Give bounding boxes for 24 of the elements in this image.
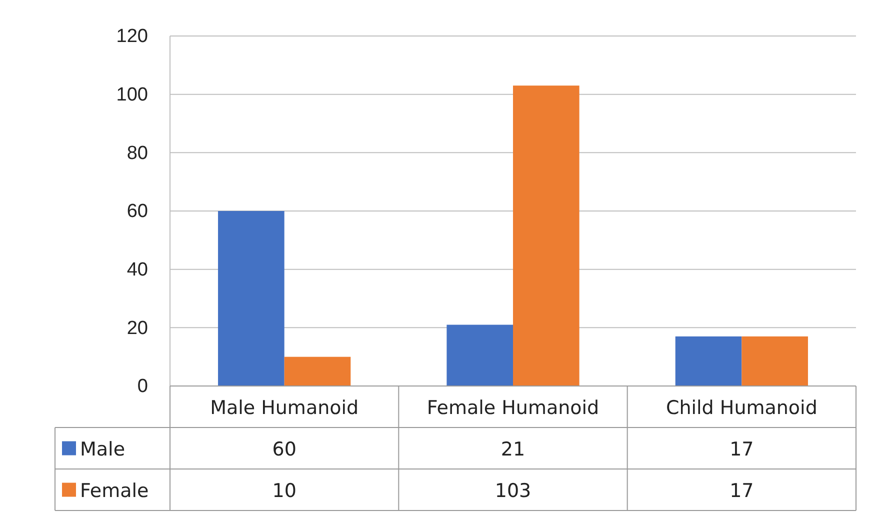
y-tick-label: 20 <box>126 318 148 339</box>
data-label: 10 <box>272 480 296 502</box>
data-label: 21 <box>500 438 526 460</box>
y-tick-label: 40 <box>126 259 148 280</box>
bar <box>513 86 580 386</box>
bar <box>742 336 808 386</box>
legend-label: Female <box>80 480 149 502</box>
y-tick-label: 0 <box>137 376 148 398</box>
y-tick-label: 80 <box>126 142 148 164</box>
data-label: 17 <box>730 480 754 502</box>
data-label: 103 <box>494 480 532 502</box>
x-tick-label: Male Humanoid <box>210 396 359 419</box>
bar <box>284 356 351 386</box>
data-label: 60 <box>272 438 296 460</box>
x-tick-label: Child Humanoid <box>666 396 818 419</box>
bar <box>675 336 742 386</box>
data-label: 17 <box>730 438 754 460</box>
y-tick-label: 60 <box>126 201 148 222</box>
y-tick-label: 120 <box>116 26 148 48</box>
x-tick-label: Female Humanoid <box>426 396 600 419</box>
bar <box>446 324 513 386</box>
legend-label: Male <box>80 438 126 460</box>
bar <box>218 211 284 386</box>
y-tick-label: 100 <box>116 84 148 106</box>
